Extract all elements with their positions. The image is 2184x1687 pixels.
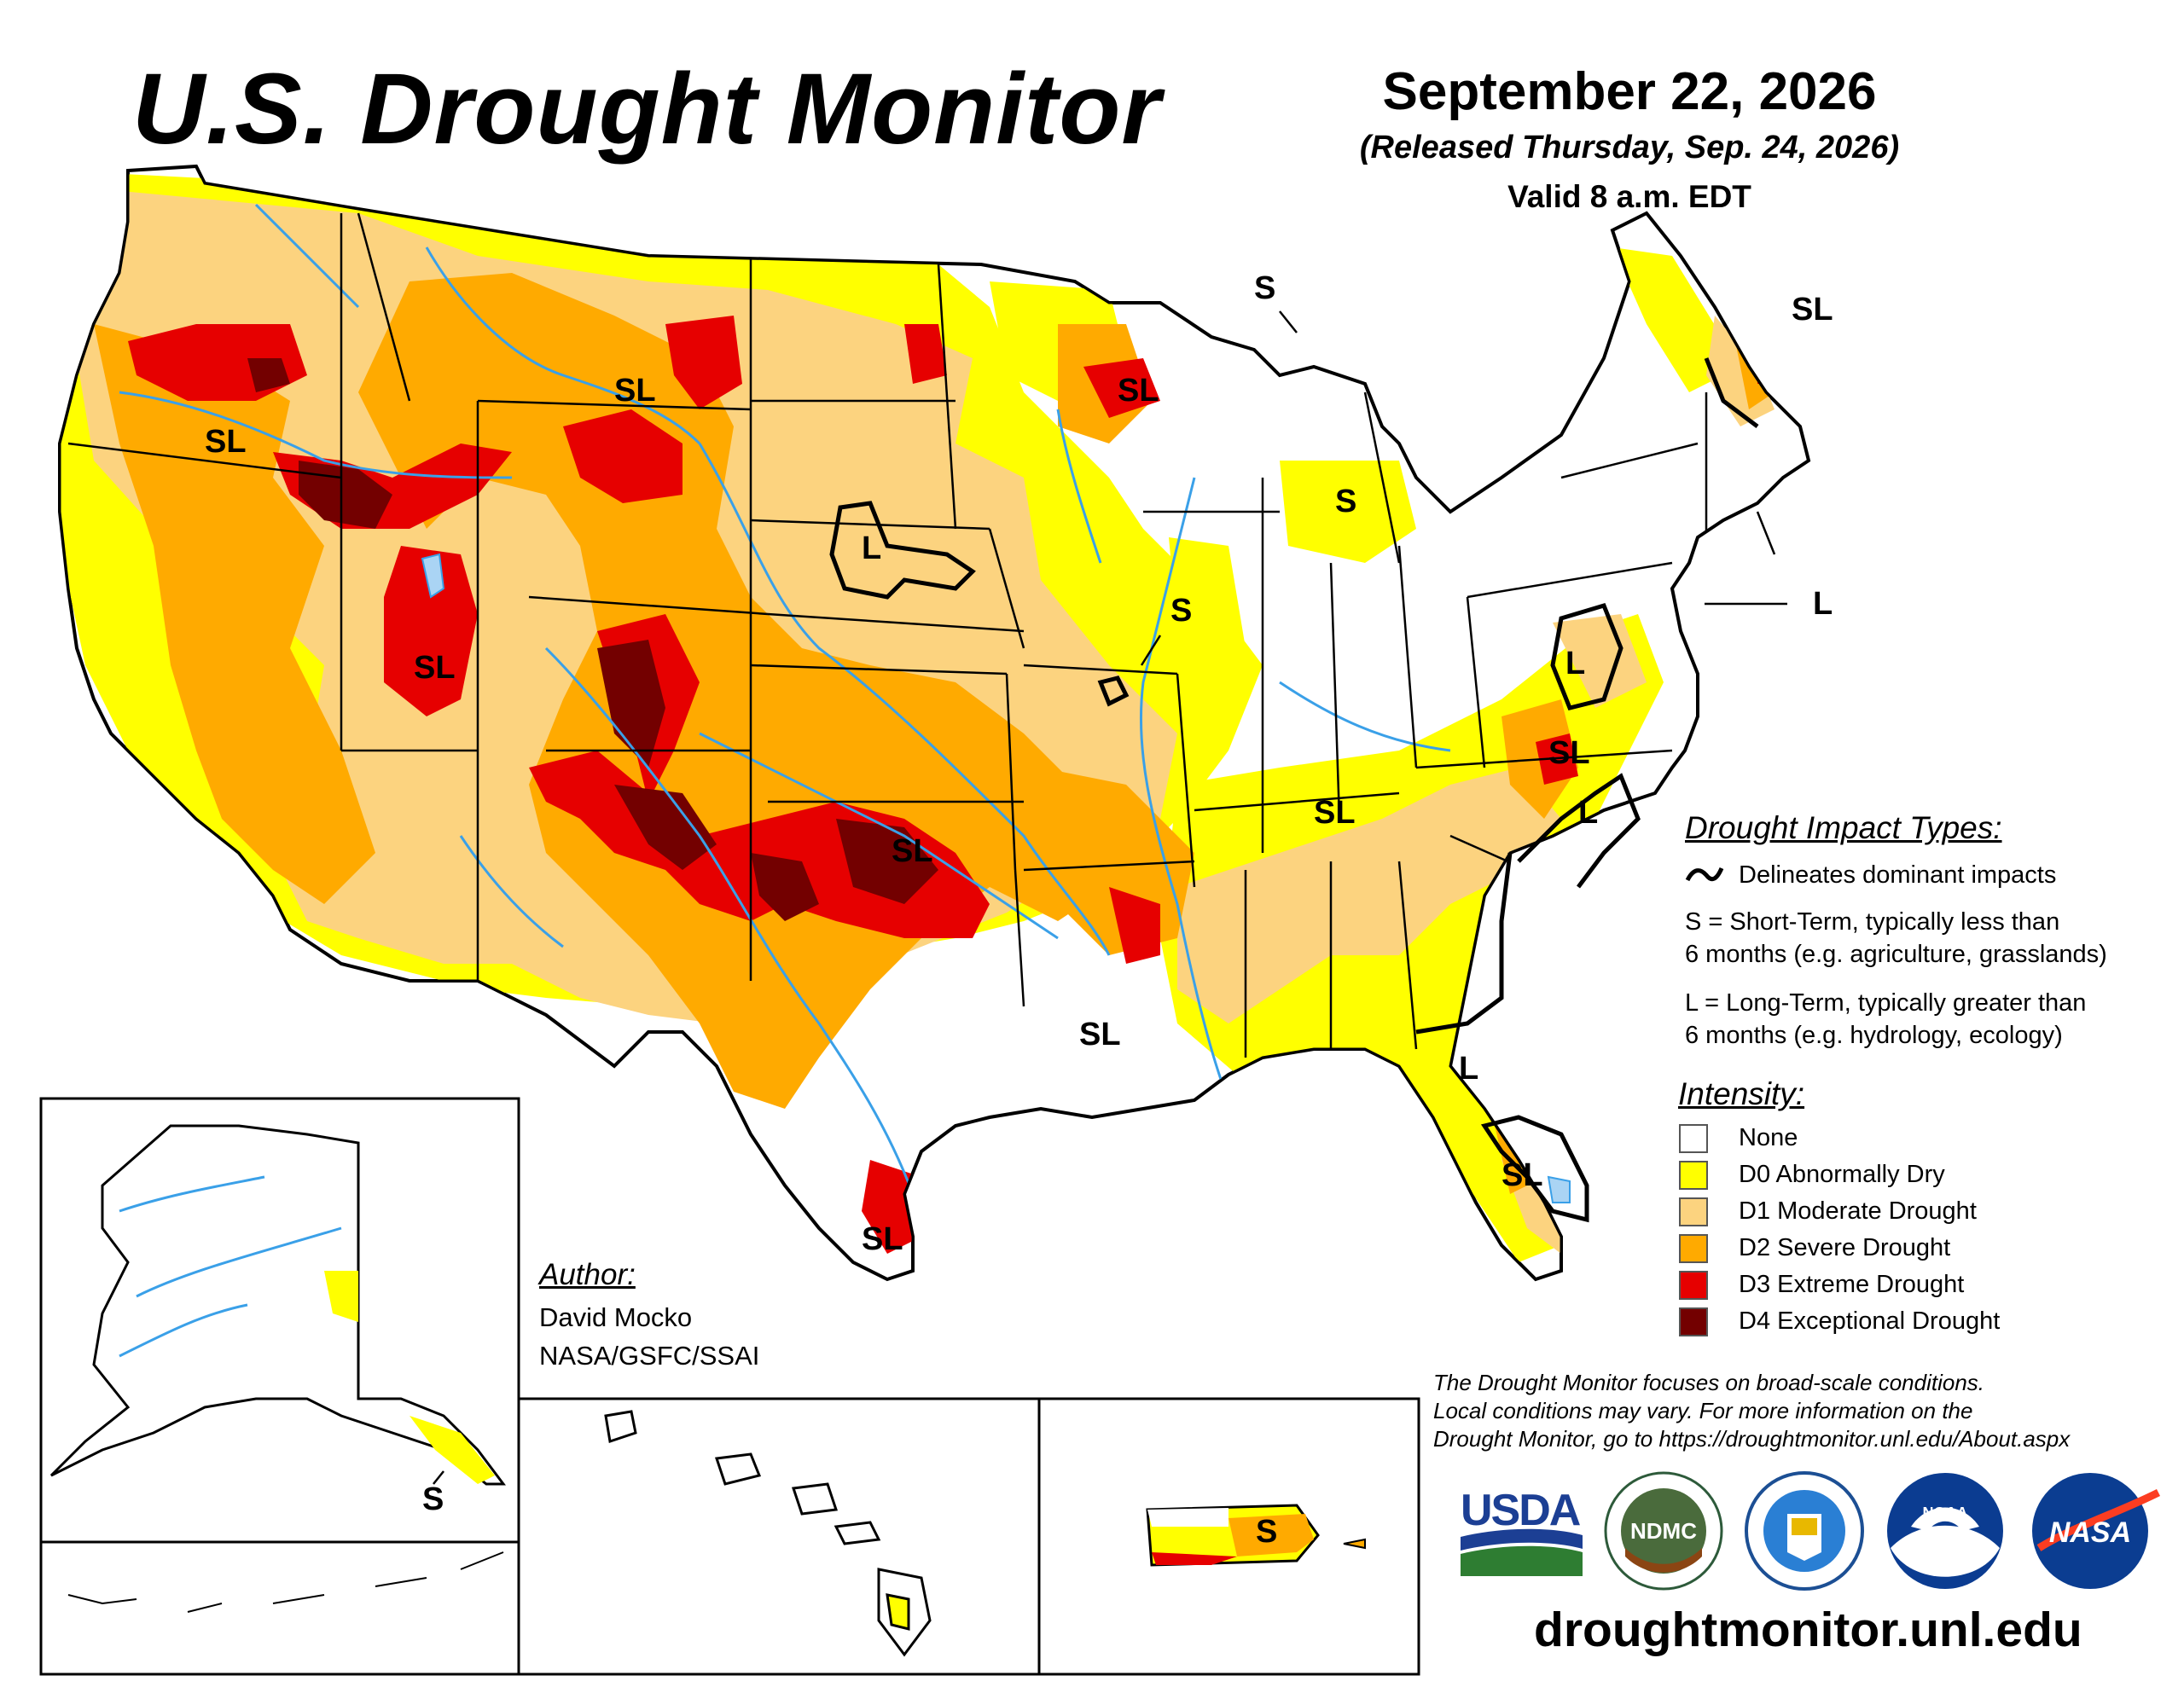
author-name: David Mocko	[539, 1302, 693, 1332]
label-sl-wisconsin: SL	[1118, 373, 1159, 409]
legend-d3: D3 Extreme Drought	[1739, 1271, 1965, 1298]
swatch-d4	[1679, 1307, 1708, 1336]
valid-time: Valid 8 a.m. EDT	[1507, 179, 1751, 214]
ndmc-logo[interactable]: NDMC	[1604, 1471, 1723, 1591]
swatch-d0	[1679, 1161, 1708, 1190]
state-boundaries	[67, 212, 1708, 1058]
inset-frames	[39, 1097, 1420, 1676]
legend-none: None	[1739, 1124, 1798, 1151]
impact-legend-long-1: L = Long-Term, typically greater than	[1685, 989, 2087, 1017]
label-sl-utah: SL	[414, 650, 456, 686]
note-line-2: Local conditions may vary. For more info…	[1433, 1398, 1973, 1423]
label-l-new-jersey: L	[1813, 586, 1833, 622]
legend-d4: D4 Exceptional Drought	[1739, 1307, 2001, 1335]
author-heading: Author:	[539, 1258, 636, 1291]
label-leaders	[433, 310, 1787, 1485]
intensity-legend-heading: Intensity:	[1678, 1076, 1805, 1111]
label-sl-florida: SL	[1502, 1157, 1543, 1193]
rivers	[119, 203, 1451, 1195]
label-l-north-carolina: L	[1578, 795, 1598, 831]
impact-legend-long-2: 6 months (e.g. hydrology, ecology)	[1685, 1022, 2063, 1049]
map-date: September 22, 2026	[1382, 62, 1877, 121]
impact-legend-short-2: 6 months (e.g. agriculture, grasslands)	[1685, 941, 2107, 968]
label-sl-montana: SL	[614, 373, 656, 409]
label-sl-texas: SL	[862, 1221, 903, 1257]
disclaimer-note: The Drought Monitor focuses on broad-sca…	[1433, 1369, 2167, 1453]
release-date: (Released Thursday, Sep. 24, 2026)	[1359, 130, 1900, 165]
impact-labels: SL SL SL SL SL SL SL SL SL SL SL S S S S…	[205, 270, 1833, 1550]
label-s-michigan-up: S	[1254, 270, 1275, 306]
label-l-maryland: L	[1565, 646, 1585, 681]
impact-legend-short-1: S = Short-Term, typically less than	[1685, 908, 2060, 936]
label-s-puerto-rico: S	[1256, 1514, 1277, 1550]
delineation-line-sample	[1685, 867, 1724, 882]
label-s-illinois: S	[1170, 593, 1192, 629]
label-sl-louisiana: SL	[1079, 1017, 1121, 1052]
legend-d2: D2 Severe Drought	[1739, 1234, 1951, 1261]
map-title: U.S. Drought Monitor	[132, 53, 1162, 165]
label-sl-oklahoma: SL	[892, 833, 933, 869]
note-line-3[interactable]: Drought Monitor, go to https://droughtmo…	[1433, 1426, 2071, 1452]
label-s-alaska: S	[422, 1481, 444, 1517]
impact-delineations	[829, 357, 1759, 1223]
swatch-d2	[1679, 1234, 1708, 1263]
alaska-inset	[49, 1124, 506, 1613]
swatch-none	[1679, 1124, 1708, 1153]
svg-text:NDMC: NDMC	[1630, 1518, 1697, 1544]
label-l-georgia: L	[1459, 1051, 1478, 1087]
puerto-rico-inset	[1146, 1504, 1366, 1567]
usda-logo[interactable]: USDA	[1461, 1486, 1583, 1576]
label-l-nebraska: L	[862, 530, 881, 566]
impact-legend-heading: Drought Impact Types:	[1685, 810, 2002, 845]
website-link[interactable]: droughtmonitor.unl.edu	[1534, 1603, 2082, 1657]
hawaii-inset	[604, 1410, 932, 1657]
legend-d1: D1 Moderate Drought	[1739, 1197, 1977, 1225]
svg-text:NASA: NASA	[2049, 1516, 2131, 1549]
commerce-logo[interactable]	[1745, 1471, 1864, 1591]
impact-legend-delineates: Delineates dominant impacts	[1739, 861, 2057, 889]
label-sl-virginia: SL	[1548, 735, 1590, 771]
note-line-1: The Drought Monitor focuses on broad-sca…	[1433, 1370, 1985, 1395]
agency-logos: USDA NDMC NOAA NASA	[1461, 1471, 2161, 1591]
noaa-logo[interactable]: NOAA	[1887, 1473, 2003, 1589]
great-salt-lake	[421, 553, 1571, 1203]
label-sl-oregon: SL	[205, 424, 247, 460]
label-s-michigan: S	[1335, 484, 1356, 519]
swatch-d3	[1679, 1271, 1708, 1300]
swatch-d1	[1679, 1197, 1708, 1226]
legend-d0: D0 Abnormally Dry	[1739, 1161, 1945, 1188]
label-sl-tennessee: SL	[1314, 795, 1356, 831]
svg-text:USDA: USDA	[1461, 1486, 1581, 1535]
svg-text:NOAA: NOAA	[1923, 1504, 1968, 1522]
author-org: NASA/GSFC/SSAI	[539, 1341, 760, 1371]
nasa-logo[interactable]: NASA	[2032, 1473, 2161, 1589]
label-sl-maine: SL	[1792, 292, 1833, 328]
